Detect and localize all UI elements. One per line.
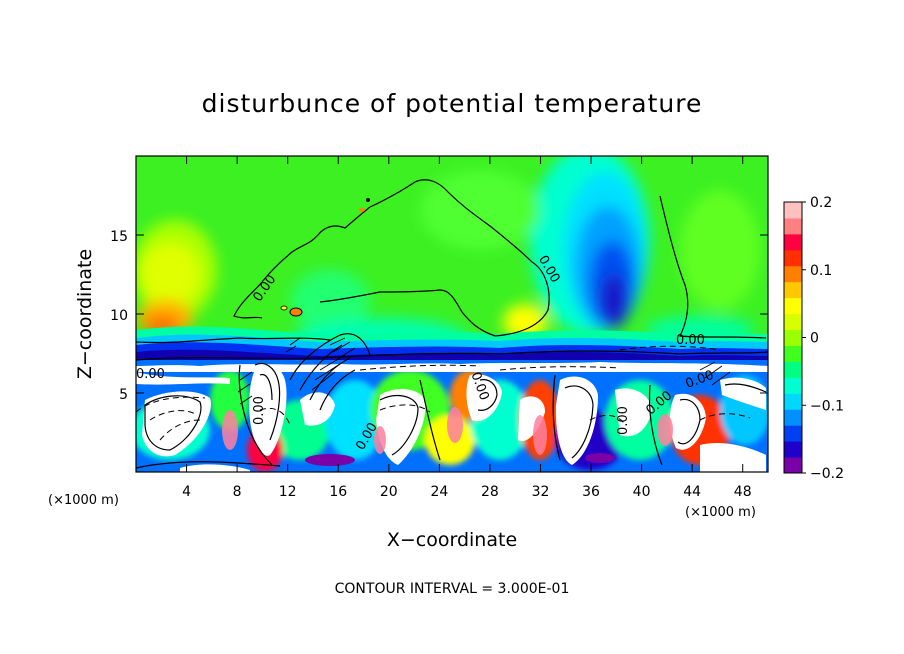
x-tick-label: 28 [481, 484, 499, 500]
contour-lines [136, 179, 768, 469]
chart-title: disturbunce of potential temperature [202, 89, 703, 118]
x-tick-label: 24 [430, 484, 448, 500]
x-tick-label: 4 [182, 484, 191, 500]
colorbar-tick-label: −0.1 [810, 398, 844, 414]
colorbar-swatch [784, 249, 802, 267]
colorbar-swatch [784, 425, 802, 442]
colorbar-swatch [784, 329, 802, 346]
x-tick-label: 12 [279, 484, 297, 500]
x-tick-label: 32 [532, 484, 550, 500]
x-tick-label: 20 [380, 484, 398, 500]
colorbar: 0.2 0.1 0 −0.1 −0.2 [783, 195, 844, 482]
x-axis-label: X−coordinate [387, 529, 517, 551]
colorbar-swatch [784, 377, 802, 394]
contour-label: 0.00 [252, 396, 267, 425]
colorbar-swatches [784, 202, 802, 474]
small-features [280, 198, 370, 317]
colorbar-tick-label: 0.2 [810, 195, 832, 211]
x-unit-left: (×1000 m) [48, 493, 119, 508]
colorbar-swatch [784, 457, 802, 474]
colorbar-tick-label: 0 [810, 331, 819, 347]
y-axis-label: Z−coordinate [74, 249, 96, 379]
x-tick-label: 8 [233, 484, 242, 500]
colorbar-swatch [784, 409, 802, 426]
colorbar-swatch [784, 361, 802, 378]
lower-field [136, 360, 768, 472]
contour-label: 0.00 [676, 333, 705, 348]
x-tick-label: 44 [683, 484, 701, 500]
contour-dashed [136, 345, 751, 441]
colorbar-swatch [784, 233, 802, 251]
colorbar-swatch [784, 345, 802, 362]
x-tick-label: 36 [582, 484, 600, 500]
plot-area: 0.00 0.00 0.00 0.00 0.00 0.00 0.00 0.00 … [136, 156, 768, 472]
colorbar-swatch [784, 393, 802, 410]
colorbar-tick-label: 0.1 [810, 263, 832, 279]
colorbar-swatch [784, 441, 802, 458]
colorbar-swatch [784, 297, 802, 315]
x-tick-label: 40 [633, 484, 651, 500]
colorbar-tick-label: −0.2 [810, 466, 844, 482]
colorbar-swatch [784, 217, 802, 235]
contour-interval-note: CONTOUR INTERVAL = 3.000E-01 [335, 581, 570, 597]
x-tick-label: 48 [734, 484, 752, 500]
x-tick-label: 16 [329, 484, 347, 500]
y-tick-label: 5 [119, 387, 128, 403]
colorbar-swatch [784, 313, 802, 331]
vortex-ticks [237, 337, 731, 405]
colorbar-ticks: 0.2 0.1 0 −0.1 −0.2 [802, 195, 844, 482]
y-tick-label: 10 [110, 308, 128, 324]
contour-label: 0.00 [136, 367, 165, 382]
colorbar-swatch [784, 281, 802, 299]
y-tick-label: 15 [110, 229, 128, 245]
colorbar-swatch [784, 265, 802, 283]
contour-label: 0.00 [616, 406, 631, 435]
colorbar-swatch [784, 202, 802, 219]
x-unit-right: (×1000 m) [685, 505, 756, 520]
